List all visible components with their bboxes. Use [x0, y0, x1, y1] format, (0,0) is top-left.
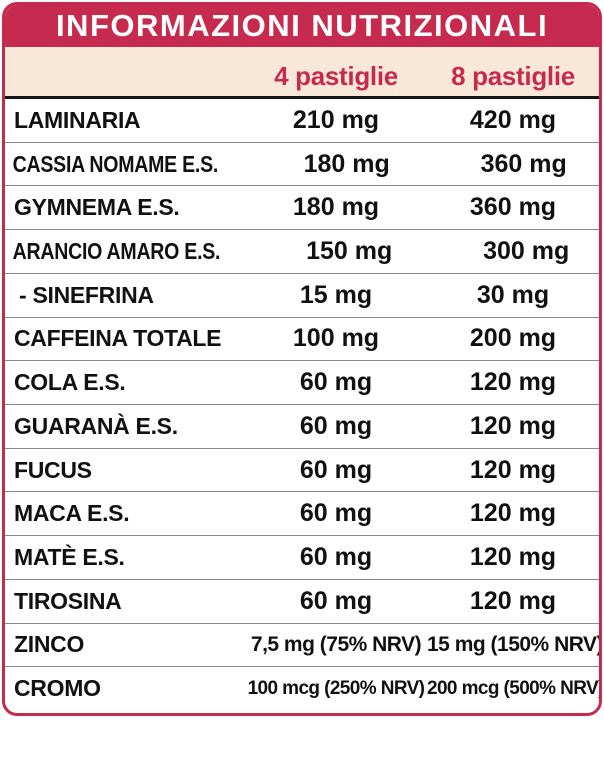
ingredient-name: CROMO — [14, 675, 101, 702]
ingredient-name: CASSIA NOMAME E.S. — [12, 150, 219, 177]
amount-per-8: 300 mg — [483, 237, 570, 266]
amount-per-8: 200 mcg (500% NRV) — [427, 677, 602, 699]
amount-per-8: 120 mg — [469, 543, 557, 572]
amount-per-8: 30 mg — [476, 280, 550, 309]
col-header-4-pastiglie: 4 pastiglie — [274, 61, 398, 91]
nutrition-rows: LAMINARIA 210 mg 420 mg CASSIA NOMAME E.S. 1… — [5, 99, 599, 710]
amount-per-4: 60 mg — [299, 499, 373, 528]
amount-per-8: 120 mg — [469, 368, 557, 397]
nutrition-title: INFORMAZIONI NUTRIZIONALI — [55, 8, 549, 43]
ingredient-name: - SINEFRINA — [19, 281, 154, 308]
amount-per-8: 120 mg — [469, 411, 557, 440]
nutrition-title-bar: INFORMAZIONI NUTRIZIONALI — [5, 5, 599, 47]
table-row: TIROSINA 60 mg 120 mg — [5, 578, 599, 623]
amount-per-4: 150 mg — [306, 237, 393, 266]
amount-per-4: 60 mg — [299, 411, 373, 440]
amount-per-8: 120 mg — [469, 586, 557, 615]
ingredient-name: ARANCIO AMARO E.S. — [12, 238, 221, 265]
amount-per-4: 60 mg — [299, 368, 373, 397]
table-row: ARANCIO AMARO E.S. 150 mg 300 mg — [5, 229, 599, 273]
table-row: GUARANÀ E.S. 60 mg 120 mg — [5, 404, 599, 448]
amount-per-4: 7,5 mg (75% NRV) — [250, 632, 422, 656]
table-row: CAFFEINA TOTALE 100 mg 200 mg — [5, 316, 599, 361]
amount-per-4: 100 mcg (250% NRV) — [247, 677, 425, 699]
amount-per-4: 210 mg — [292, 105, 380, 134]
table-row: MATÈ E.S. 60 mg 120 mg — [5, 535, 599, 579]
col-header-8-pastiglie: 8 pastiglie — [451, 61, 575, 91]
table-row: MACA E.S. 60 mg 120 mg — [5, 491, 599, 535]
amount-per-4: 180 mg — [292, 193, 380, 222]
amount-per-8: 360 mg — [469, 193, 557, 222]
ingredient-name: MATÈ E.S. — [14, 544, 125, 571]
amount-per-8: 15 mg (150% NRV) — [427, 632, 602, 656]
amount-per-8: 120 mg — [469, 499, 557, 528]
ingredient-name: GYMNEMA E.S. — [14, 194, 180, 221]
amount-per-8: 360 mg — [480, 149, 567, 178]
amount-per-4: 180 mg — [303, 149, 390, 178]
ingredient-name: GUARANÀ E.S. — [14, 412, 178, 439]
ingredient-name: MACA E.S. — [14, 500, 130, 527]
nutrition-facts-card: INFORMAZIONI NUTRIZIONALI 4 pastiglie 8 … — [2, 2, 602, 716]
amount-per-4: 60 mg — [299, 543, 373, 572]
amount-per-4: 60 mg — [299, 586, 373, 615]
ingredient-name: FUCUS — [14, 456, 92, 483]
ingredient-name: CAFFEINA TOTALE — [14, 325, 222, 352]
table-row: FUCUS 60 mg 120 mg — [5, 447, 599, 492]
table-row: LAMINARIA 210 mg 420 mg — [5, 99, 599, 142]
table-row: ZINCO 7,5 mg (75% NRV) 15 mg (150% NRV) — [5, 622, 602, 667]
amount-per-8: 200 mg — [469, 324, 557, 353]
amount-per-4: 100 mg — [292, 324, 380, 353]
table-row: GYMNEMA E.S. 180 mg 360 mg — [5, 185, 599, 229]
amount-per-4: 60 mg — [299, 455, 373, 484]
amount-per-8: 120 mg — [469, 455, 557, 484]
ingredient-name: COLA E.S. — [14, 369, 126, 396]
table-row: CROMO 100 mcg (250% NRV) 200 mcg (500% NRV… — [5, 666, 599, 710]
table-row: COLA E.S. 60 mg 120 mg — [5, 360, 599, 404]
column-header-row: 4 pastiglie 8 pastiglie — [5, 47, 599, 99]
amount-per-8: 420 mg — [469, 105, 557, 134]
table-row: CASSIA NOMAME E.S. 180 mg 360 mg — [5, 141, 599, 186]
ingredient-name: ZINCO — [14, 631, 85, 658]
amount-per-4: 15 mg — [299, 280, 373, 309]
ingredient-name: LAMINARIA — [14, 106, 141, 133]
ingredient-name: TIROSINA — [14, 587, 122, 614]
table-row: - SINEFRINA 15 mg 30 mg — [5, 272, 599, 317]
